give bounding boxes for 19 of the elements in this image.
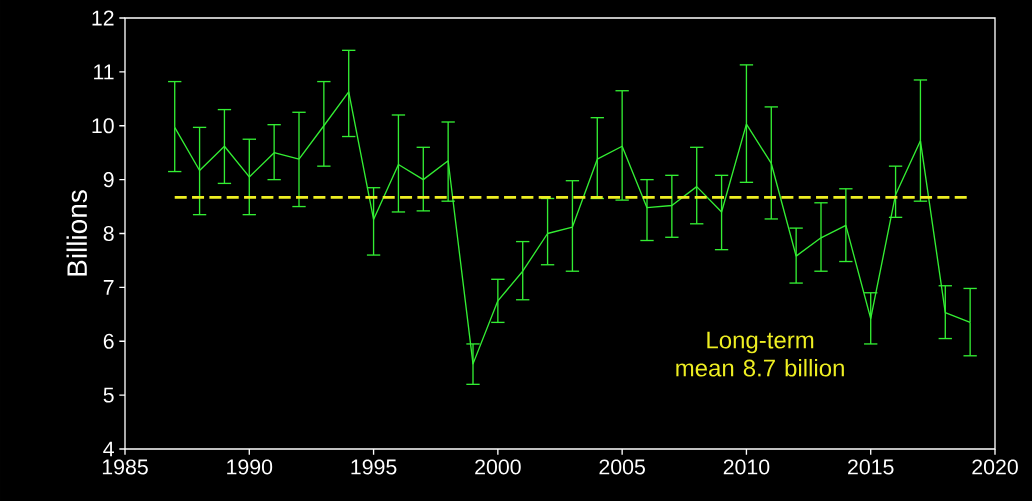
y-tick-label: 6 bbox=[103, 333, 114, 349]
y-tick-label: 5 bbox=[103, 387, 114, 403]
y-tick-label: 10 bbox=[92, 118, 114, 134]
y-tick-label: 12 bbox=[92, 10, 114, 26]
ref-line-label: Long-term mean 8.7 billion bbox=[676, 331, 844, 377]
x-tick-label: 2000 bbox=[475, 459, 521, 475]
y-tick-label: 11 bbox=[94, 64, 114, 80]
x-tick-label: 1985 bbox=[102, 459, 148, 475]
x-tick-label: 1995 bbox=[351, 459, 397, 475]
x-tick-label: 1990 bbox=[227, 459, 273, 475]
y-tick-label: 7 bbox=[103, 280, 114, 295]
x-tick-label: 2010 bbox=[723, 459, 770, 475]
y-axis-title: Billions bbox=[66, 190, 88, 276]
x-tick-label: 2005 bbox=[599, 459, 645, 475]
x-tick-label: 2015 bbox=[848, 459, 894, 475]
y-tick-label: 9 bbox=[103, 172, 114, 188]
x-tick-label: 2020 bbox=[972, 459, 1018, 475]
y-tick-label: 4 bbox=[103, 441, 114, 457]
y-tick-label: 8 bbox=[103, 225, 114, 242]
